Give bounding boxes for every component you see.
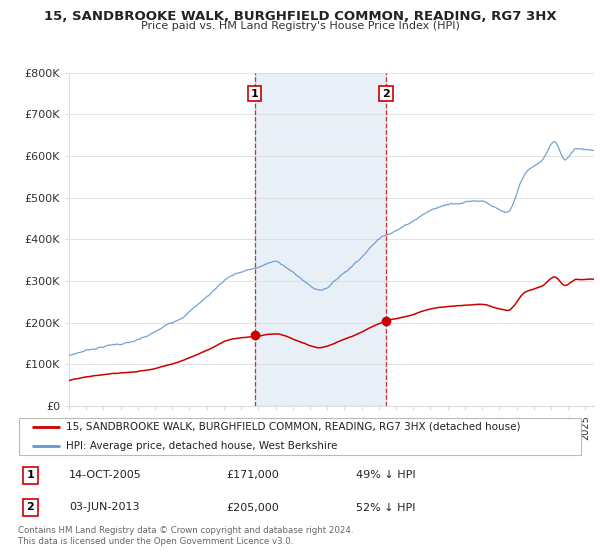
Text: £171,000: £171,000 xyxy=(227,470,280,480)
Text: 2: 2 xyxy=(26,502,34,512)
Text: 1: 1 xyxy=(251,88,259,99)
Text: 2: 2 xyxy=(382,88,390,99)
Text: 03-JUN-2013: 03-JUN-2013 xyxy=(69,502,139,512)
Text: 14-OCT-2005: 14-OCT-2005 xyxy=(69,470,142,480)
Text: Price paid vs. HM Land Registry's House Price Index (HPI): Price paid vs. HM Land Registry's House … xyxy=(140,21,460,31)
Bar xyxy=(255,73,386,406)
Text: 52% ↓ HPI: 52% ↓ HPI xyxy=(356,502,416,512)
Text: HPI: Average price, detached house, West Berkshire: HPI: Average price, detached house, West… xyxy=(66,441,337,450)
Text: 1: 1 xyxy=(26,470,34,480)
Text: £205,000: £205,000 xyxy=(227,502,280,512)
FancyBboxPatch shape xyxy=(19,418,581,455)
Text: 15, SANDBROOKE WALK, BURGHFIELD COMMON, READING, RG7 3HX (detached house): 15, SANDBROOKE WALK, BURGHFIELD COMMON, … xyxy=(66,422,520,432)
Text: 15, SANDBROOKE WALK, BURGHFIELD COMMON, READING, RG7 3HX: 15, SANDBROOKE WALK, BURGHFIELD COMMON, … xyxy=(44,10,556,23)
Text: Contains HM Land Registry data © Crown copyright and database right 2024.
This d: Contains HM Land Registry data © Crown c… xyxy=(18,526,353,546)
Text: 49% ↓ HPI: 49% ↓ HPI xyxy=(356,470,416,480)
